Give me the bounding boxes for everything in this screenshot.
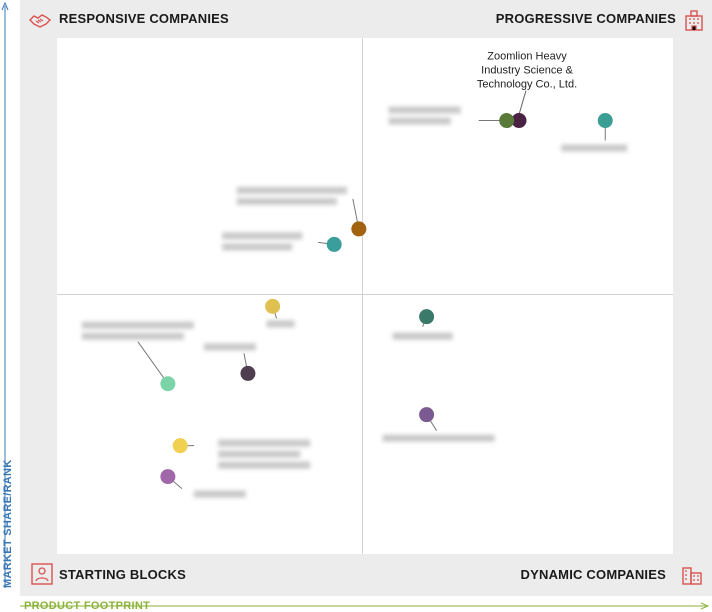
company-point	[236, 186, 367, 237]
point-label-line: Zoomlion Heavy	[487, 51, 567, 63]
handshake-icon	[29, 14, 52, 28]
company-point	[81, 321, 194, 392]
company-bubble	[160, 376, 176, 392]
obscured-label	[388, 106, 461, 114]
company-point	[160, 469, 246, 498]
obscured-label	[193, 490, 246, 498]
city-icon	[682, 567, 702, 585]
company-point	[382, 407, 495, 442]
quadrant-label-starting-blocks: STARTING BLOCKS	[59, 567, 186, 582]
company-point	[561, 113, 628, 152]
company-point	[222, 232, 342, 252]
obscured-label	[236, 197, 337, 205]
company-point	[172, 438, 311, 469]
puzzle-person-icon	[31, 563, 53, 585]
obscured-label	[388, 117, 451, 125]
point-label-line: Technology Co., Ltd.	[477, 79, 577, 91]
company-bubble	[597, 113, 613, 129]
quadrant-label-dynamic: DYNAMIC COMPANIES	[520, 567, 666, 582]
obscured-label	[236, 186, 347, 194]
company-bubble	[326, 236, 342, 252]
label-leader-line	[137, 341, 169, 385]
obscured-label	[81, 321, 194, 329]
company-bubble	[499, 113, 515, 129]
scatter-plot: Zoomlion Heavy Industry Science & Technolo…	[81, 51, 628, 498]
plot-area	[57, 38, 673, 554]
obscured-label	[218, 461, 311, 469]
company-point: Zoomlion Heavy Industry Science & Technolo…	[477, 51, 577, 129]
quadrant-label-progressive: PROGRESSIVE COMPANIES	[495, 11, 676, 26]
company-bubble	[351, 221, 367, 237]
obscured-label	[218, 439, 311, 447]
obscured-label	[266, 320, 295, 328]
horizontal-divider	[57, 294, 673, 295]
company-bubble	[265, 298, 281, 314]
company-point	[392, 309, 453, 340]
quadrant-label-responsive: RESPONSIVE COMPANIES	[59, 11, 229, 26]
company-bubble	[172, 438, 188, 454]
company-bubble	[419, 309, 435, 325]
point-label-line: Industry Science &	[481, 65, 573, 77]
obscured-label	[81, 332, 184, 340]
obscured-label	[222, 243, 293, 251]
company-bubble	[240, 365, 256, 381]
obscured-label	[382, 434, 495, 442]
obscured-label	[218, 450, 301, 458]
obscured-label	[561, 144, 628, 152]
company-point	[203, 343, 256, 381]
company-bubble	[419, 407, 435, 423]
company-point	[265, 298, 295, 328]
x-axis-label: PRODUCT FOOTPRINT	[24, 600, 151, 612]
x-axis-arrowhead	[700, 602, 710, 610]
obscured-label	[392, 332, 453, 340]
obscured-label	[222, 232, 303, 240]
y-axis-arrowhead	[1, 1, 9, 11]
label-leader-line	[518, 90, 527, 115]
obscured-label	[203, 343, 256, 351]
company-point	[388, 106, 515, 129]
company-bubble	[511, 113, 527, 129]
building-icon	[685, 10, 703, 31]
company-bubble	[160, 469, 176, 485]
vertical-divider	[362, 38, 363, 554]
